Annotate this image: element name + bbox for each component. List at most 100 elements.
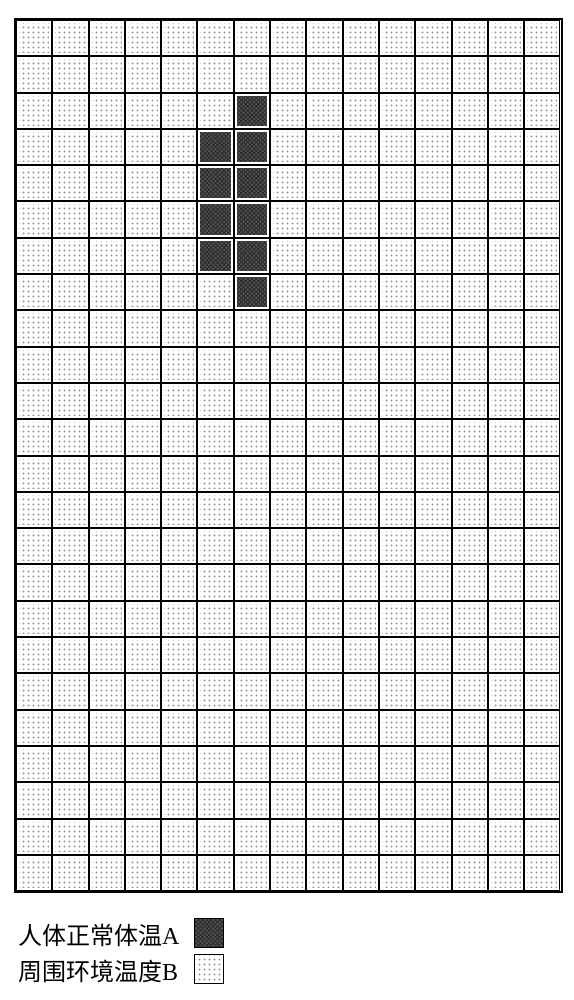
grid-cell (52, 819, 88, 855)
grid-cell (270, 673, 306, 709)
cell-fill-b (491, 858, 521, 888)
cell-fill-b (237, 640, 267, 670)
grid-cell (16, 564, 52, 600)
cell-fill-b (273, 96, 303, 126)
cell-fill-b (164, 168, 194, 198)
grid-cell (234, 746, 270, 782)
cell-fill-b (527, 567, 557, 597)
grid-cell (197, 492, 233, 528)
grid-cell (488, 93, 524, 129)
cell-fill-b (128, 640, 158, 670)
cell-fill-b (382, 713, 412, 743)
grid-cell (306, 456, 342, 492)
cell-fill-b (19, 640, 49, 670)
grid-cell (89, 710, 125, 746)
cell-fill-b (164, 96, 194, 126)
grid-cell (452, 601, 488, 637)
cell-fill-b (491, 531, 521, 561)
cell-fill-b (92, 713, 122, 743)
grid-cell (379, 528, 415, 564)
cell-fill-b (128, 459, 158, 489)
grid-cell (415, 310, 451, 346)
cell-fill-b (92, 96, 122, 126)
cell-fill-b (92, 567, 122, 597)
grid-cell (270, 710, 306, 746)
grid-cell (197, 20, 233, 56)
cell-fill-b (273, 59, 303, 89)
grid-cell (379, 56, 415, 92)
grid-cell (197, 710, 233, 746)
cell-fill-b (92, 350, 122, 380)
cell-fill-b (55, 567, 85, 597)
grid-cell (197, 528, 233, 564)
cell-fill-b (491, 785, 521, 815)
cell-fill-b (346, 132, 376, 162)
cell-fill-b (273, 567, 303, 597)
cell-fill-b (309, 96, 339, 126)
grid-cell (125, 56, 161, 92)
grid-cell (161, 383, 197, 419)
grid-cell (379, 673, 415, 709)
cell-fill-b (273, 386, 303, 416)
grid-cell (52, 238, 88, 274)
cell-fill-b (200, 822, 230, 852)
cell-fill-b (455, 350, 485, 380)
cell-fill-b (418, 676, 448, 706)
grid-cell (270, 746, 306, 782)
cell-fill-b (491, 713, 521, 743)
grid-cell (306, 819, 342, 855)
cell-fill-b (382, 822, 412, 852)
grid-cell (125, 746, 161, 782)
cell-fill-a (200, 204, 230, 234)
cell-fill-b (128, 204, 158, 234)
cell-fill-b (273, 459, 303, 489)
grid-cell (197, 238, 233, 274)
cell-fill-b (491, 277, 521, 307)
grid-cell (452, 93, 488, 129)
grid-cell (270, 238, 306, 274)
grid-cell (379, 855, 415, 891)
cell-fill-b (527, 168, 557, 198)
cell-fill-b (237, 459, 267, 489)
grid-cell (16, 129, 52, 165)
grid-cell (488, 419, 524, 455)
cell-fill-b (455, 132, 485, 162)
grid-cell (16, 528, 52, 564)
grid-cell (234, 855, 270, 891)
cell-fill-b (491, 59, 521, 89)
cell-fill-b (19, 713, 49, 743)
grid-cell (524, 419, 560, 455)
cell-fill-b (418, 422, 448, 452)
cell-fill-b (128, 350, 158, 380)
cell-fill-b (346, 277, 376, 307)
grid-cell (89, 492, 125, 528)
grid-cell (488, 637, 524, 673)
cell-fill-b (164, 241, 194, 271)
cell-fill-b (527, 277, 557, 307)
cell-fill-b (309, 713, 339, 743)
grid-cell (452, 129, 488, 165)
grid-cell (52, 528, 88, 564)
grid-cell (125, 855, 161, 891)
cell-fill-b (527, 713, 557, 743)
cell-fill-b (527, 749, 557, 779)
grid-cell (89, 564, 125, 600)
grid-cell (197, 746, 233, 782)
grid-cell (415, 238, 451, 274)
grid-cell (52, 383, 88, 419)
cell-fill-b (382, 204, 412, 234)
cell-fill-b (237, 313, 267, 343)
cell-fill-b (19, 531, 49, 561)
grid-cell (488, 564, 524, 600)
cell-fill-b (92, 459, 122, 489)
cell-fill-b (200, 59, 230, 89)
grid-cell (234, 201, 270, 237)
cell-fill-b (92, 23, 122, 53)
cell-fill-b (455, 858, 485, 888)
grid-cell (524, 601, 560, 637)
cell-fill-b (19, 822, 49, 852)
grid-cell (125, 819, 161, 855)
grid-cell (524, 383, 560, 419)
grid-cell (452, 201, 488, 237)
grid-cell (52, 782, 88, 818)
